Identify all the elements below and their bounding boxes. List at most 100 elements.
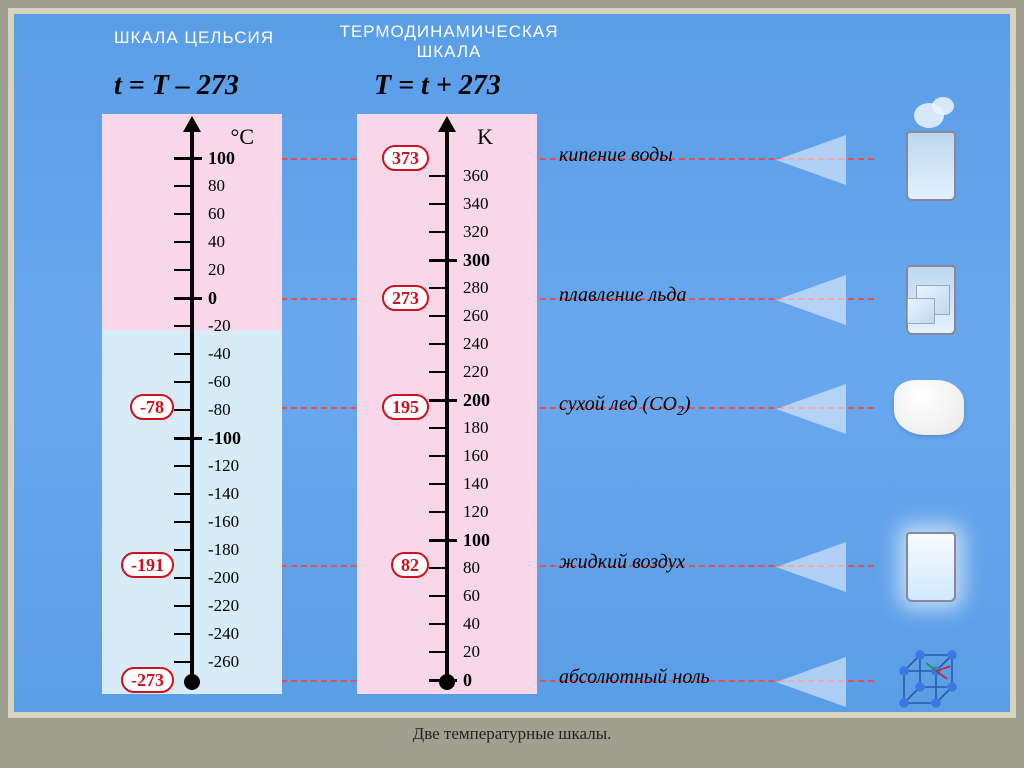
tick bbox=[429, 567, 445, 569]
kelvin-thermometer: K 36034032030028026024022020018016014012… bbox=[357, 114, 537, 694]
tick-label: 40 bbox=[463, 614, 480, 634]
tick bbox=[174, 437, 202, 440]
tick bbox=[174, 241, 190, 243]
figure-caption: Две температурные шкалы. bbox=[8, 724, 1016, 744]
tick-label: 60 bbox=[208, 204, 225, 224]
tick-label: 100 bbox=[463, 530, 490, 551]
tick-label: -180 bbox=[208, 540, 239, 560]
liquidair-icon bbox=[846, 510, 996, 620]
tick bbox=[429, 679, 457, 682]
tick-label: -220 bbox=[208, 596, 239, 616]
tick bbox=[174, 549, 190, 551]
highlight-value: 373 bbox=[382, 145, 429, 171]
tick-label: 120 bbox=[463, 502, 489, 522]
diagram-frame: ШКАЛА ЦЕЛЬСИЯ ТЕРМОДИНАМИЧЕСКАЯ ШКАЛА t … bbox=[8, 8, 1016, 718]
tick-label: -260 bbox=[208, 652, 239, 672]
tick-label: 300 bbox=[463, 250, 490, 271]
tick bbox=[429, 231, 445, 233]
ice-icon bbox=[846, 243, 996, 353]
tick bbox=[429, 539, 457, 542]
tick bbox=[429, 427, 445, 429]
tick bbox=[174, 633, 190, 635]
tick-label: -200 bbox=[208, 568, 239, 588]
highlight-value: 273 bbox=[382, 285, 429, 311]
celsius-thermometer: °C 100806040200-20-40-60-80-100-120-140-… bbox=[102, 114, 282, 694]
tick-label: 140 bbox=[463, 474, 489, 494]
highlight-value: -273 bbox=[121, 667, 174, 693]
highlight-value: 82 bbox=[391, 552, 429, 578]
tick-label: 0 bbox=[463, 670, 472, 691]
tick-label: 40 bbox=[208, 232, 225, 252]
tick bbox=[429, 203, 445, 205]
tick-label: 240 bbox=[463, 334, 489, 354]
boiling-icon bbox=[846, 103, 996, 213]
tick bbox=[174, 577, 190, 579]
tick-label: 180 bbox=[463, 418, 489, 438]
reference-label: жидкий воздух bbox=[559, 551, 685, 574]
tick bbox=[429, 287, 445, 289]
tick-label: 160 bbox=[463, 446, 489, 466]
celsius-base-dot bbox=[184, 674, 200, 690]
celsius-header: ШКАЛА ЦЕЛЬСИЯ bbox=[84, 28, 304, 48]
tick bbox=[174, 185, 190, 187]
tick bbox=[174, 661, 190, 663]
highlight-value: 195 bbox=[382, 394, 429, 420]
celsius-arrow-icon bbox=[183, 116, 201, 132]
kelvin-formula: T = t + 273 bbox=[374, 70, 501, 102]
tick bbox=[429, 455, 445, 457]
tick-label: -140 bbox=[208, 484, 239, 504]
tick bbox=[429, 511, 445, 513]
highlight-value: -78 bbox=[130, 394, 174, 420]
tick-label: 100 bbox=[208, 148, 235, 169]
tick bbox=[429, 595, 445, 597]
tick bbox=[174, 297, 202, 300]
tick-label: 360 bbox=[463, 166, 489, 186]
tick-label: 200 bbox=[463, 390, 490, 411]
tick-label: 280 bbox=[463, 278, 489, 298]
tick bbox=[429, 651, 445, 653]
tick-label: 80 bbox=[208, 176, 225, 196]
tick-label: -160 bbox=[208, 512, 239, 532]
tick bbox=[174, 353, 190, 355]
tick-label: -40 bbox=[208, 344, 231, 364]
tick bbox=[174, 521, 190, 523]
tick-label: -20 bbox=[208, 316, 231, 336]
tick-label: 80 bbox=[463, 558, 480, 578]
tick bbox=[174, 325, 190, 327]
tick bbox=[429, 315, 445, 317]
tick-label: 320 bbox=[463, 222, 489, 242]
tick-label: -240 bbox=[208, 624, 239, 644]
kelvin-header-l1: ТЕРМОДИНАМИЧЕСКАЯ bbox=[334, 22, 564, 42]
tick bbox=[174, 381, 190, 383]
dryice-icon bbox=[846, 352, 996, 462]
kelvin-arrow-icon bbox=[438, 116, 456, 132]
tick bbox=[174, 269, 190, 271]
tick-label: -60 bbox=[208, 372, 231, 392]
highlight-value: -191 bbox=[121, 552, 174, 578]
kelvin-axis bbox=[445, 124, 449, 682]
tick-label: 0 bbox=[208, 288, 217, 309]
tick bbox=[174, 465, 190, 467]
tick-label: 260 bbox=[463, 306, 489, 326]
tick-label: -100 bbox=[208, 428, 241, 449]
kelvin-unit: K bbox=[477, 124, 493, 150]
tick bbox=[174, 213, 190, 215]
tick bbox=[174, 409, 190, 411]
reference-label: плавление льда bbox=[559, 284, 686, 307]
celsius-unit: °C bbox=[231, 124, 254, 150]
tick bbox=[429, 623, 445, 625]
tick-label: 20 bbox=[463, 642, 480, 662]
celsius-axis bbox=[190, 124, 194, 682]
reference-label: абсолютный ноль bbox=[559, 666, 710, 689]
tick bbox=[429, 259, 457, 262]
kelvin-header-l2: ШКАЛА bbox=[334, 42, 564, 62]
tick bbox=[429, 483, 445, 485]
tick bbox=[429, 175, 445, 177]
celsius-formula: t = T – 273 bbox=[114, 70, 239, 102]
tick bbox=[174, 157, 202, 160]
reference-label: кипение воды bbox=[559, 144, 673, 167]
tick-label: -80 bbox=[208, 400, 231, 420]
tick bbox=[429, 371, 445, 373]
tick-label: 220 bbox=[463, 362, 489, 382]
kelvin-base-dot bbox=[439, 674, 455, 690]
